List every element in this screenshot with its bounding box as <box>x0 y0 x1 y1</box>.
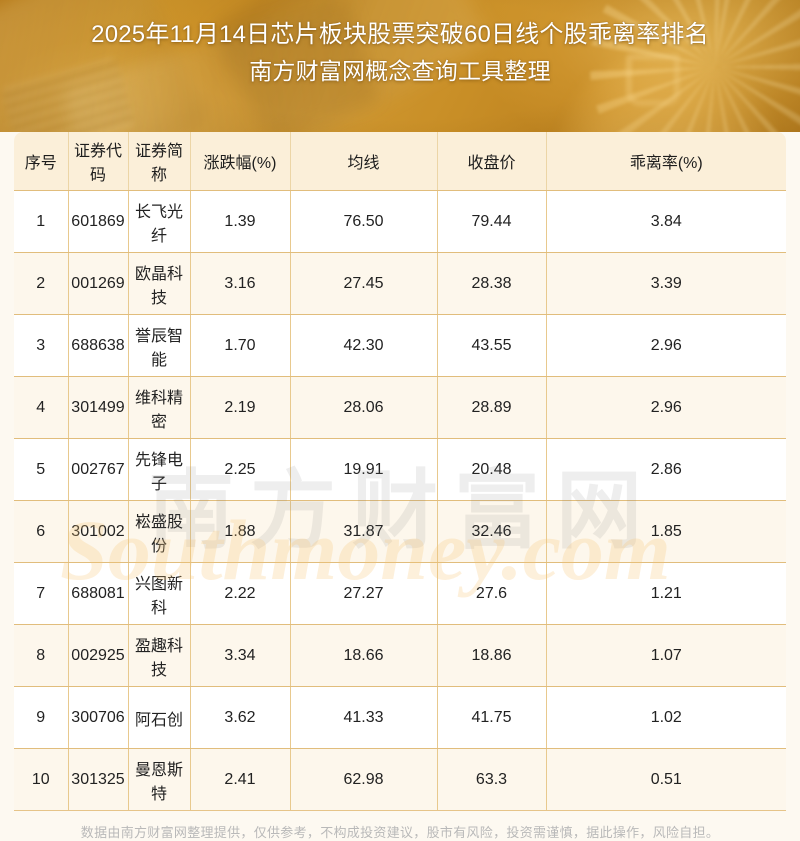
cell-index: 3 <box>14 314 69 377</box>
cell-movingavg: 31.87 <box>290 500 438 563</box>
cell-index: 2 <box>14 252 69 315</box>
cell-movingavg: 62.98 <box>290 748 438 811</box>
cell-code: 300706 <box>68 686 129 749</box>
cell-index: 7 <box>14 562 69 625</box>
cell-code: 601869 <box>68 190 129 253</box>
cell-index: 9 <box>14 686 69 749</box>
cell-movingavg: 41.33 <box>290 686 438 749</box>
cell-name: 欧晶科技 <box>128 252 191 315</box>
banner-text-block: 2025年11月14日芯片板块股票突破60日线个股乖离率排名 南方财富网概念查询… <box>0 0 800 88</box>
cell-name: 崧盛股份 <box>128 500 191 563</box>
column-header-name: 证券简称 <box>128 132 191 191</box>
cell-name: 盈趣科技 <box>128 624 191 687</box>
cell-name: 兴图新科 <box>128 562 191 625</box>
cell-bias: 0.51 <box>546 748 787 811</box>
cell-movingavg: 19.91 <box>290 438 438 501</box>
cell-name: 誉辰智能 <box>128 314 191 377</box>
cell-index: 1 <box>14 190 69 253</box>
cell-code: 688081 <box>68 562 129 625</box>
cell-movingavg: 18.66 <box>290 624 438 687</box>
table-head: 序号 证券代码 证券简称 涨跌幅(%) 均线 收盘价 乖离率(%) <box>14 132 787 191</box>
table-row: 1 601869 长飞光纤 1.39 76.50 79.44 3.84 <box>14 190 787 253</box>
rank-table-wrapper: 序号 证券代码 证券简称 涨跌幅(%) 均线 收盘价 乖离率(%) 1 60186… <box>14 132 787 811</box>
cell-name: 维科精密 <box>128 376 191 439</box>
page-banner: 2025年11月14日芯片板块股票突破60日线个股乖离率排名 南方财富网概念查询… <box>0 0 800 132</box>
page-subtitle: 南方财富网概念查询工具整理 <box>249 58 551 84</box>
cell-close: 43.55 <box>437 314 547 377</box>
cell-movingavg: 76.50 <box>290 190 438 253</box>
cell-code: 002767 <box>68 438 129 501</box>
cell-movingavg: 42.30 <box>290 314 438 377</box>
cell-code: 301325 <box>68 748 129 811</box>
table-row: 8 002925 盈趣科技 3.34 18.66 18.86 1.07 <box>14 624 787 687</box>
cell-index: 8 <box>14 624 69 687</box>
cell-index: 5 <box>14 438 69 501</box>
cell-code: 301002 <box>68 500 129 563</box>
stock-rank-table: 序号 证券代码 证券简称 涨跌幅(%) 均线 收盘价 乖离率(%) 1 60186… <box>14 132 787 811</box>
cell-movingavg: 28.06 <box>290 376 438 439</box>
column-header-movingavg: 均线 <box>290 132 438 191</box>
cell-name: 阿石创 <box>128 686 191 749</box>
column-header-index: 序号 <box>14 132 69 191</box>
cell-bias: 1.85 <box>546 500 787 563</box>
cell-name: 长飞光纤 <box>128 190 191 253</box>
cell-bias: 2.86 <box>546 438 787 501</box>
cell-change: 2.22 <box>190 562 291 625</box>
cell-close: 27.6 <box>437 562 547 625</box>
cell-movingavg: 27.45 <box>290 252 438 315</box>
cell-index: 4 <box>14 376 69 439</box>
table-row: 4 301499 维科精密 2.19 28.06 28.89 2.96 <box>14 376 787 439</box>
column-header-bias: 乖离率(%) <box>546 132 787 191</box>
cell-bias: 1.07 <box>546 624 787 687</box>
cell-change: 3.34 <box>190 624 291 687</box>
cell-close: 41.75 <box>437 686 547 749</box>
cell-change: 1.70 <box>190 314 291 377</box>
cell-bias: 3.84 <box>546 190 787 253</box>
column-header-code: 证券代码 <box>68 132 129 191</box>
column-header-close: 收盘价 <box>437 132 547 191</box>
table-row: 2 001269 欧晶科技 3.16 27.45 28.38 3.39 <box>14 252 787 315</box>
cell-bias: 3.39 <box>546 252 787 315</box>
cell-close: 18.86 <box>437 624 547 687</box>
cell-close: 63.3 <box>437 748 547 811</box>
cell-change: 3.62 <box>190 686 291 749</box>
table-body: 1 601869 长飞光纤 1.39 76.50 79.44 3.84 2 001269 欧晶科技… <box>14 190 787 811</box>
page-title: 2025年11月14日芯片板块股票突破60日线个股乖离率排名 <box>91 21 709 48</box>
cell-name: 先锋电子 <box>128 438 191 501</box>
cell-change: 1.88 <box>190 500 291 563</box>
table-row: 3 688638 誉辰智能 1.70 42.30 43.55 2.96 <box>14 314 787 377</box>
table-row: 7 688081 兴图新科 2.22 27.27 27.6 1.21 <box>14 562 787 625</box>
cell-change: 2.25 <box>190 438 291 501</box>
column-header-change: 涨跌幅(%) <box>190 132 291 191</box>
cell-index: 6 <box>14 500 69 563</box>
cell-code: 001269 <box>68 252 129 315</box>
table-row: 10 301325 曼恩斯特 2.41 62.98 63.3 0.51 <box>14 748 787 811</box>
cell-bias: 2.96 <box>546 376 787 439</box>
cell-code: 688638 <box>68 314 129 377</box>
cell-index: 10 <box>14 748 69 811</box>
cell-code: 301499 <box>68 376 129 439</box>
cell-change: 2.41 <box>190 748 291 811</box>
table-header-row: 序号 证券代码 证券简称 涨跌幅(%) 均线 收盘价 乖离率(%) <box>14 132 787 191</box>
cell-change: 3.16 <box>190 252 291 315</box>
cell-close: 28.38 <box>437 252 547 315</box>
cell-close: 79.44 <box>437 190 547 253</box>
cell-bias: 1.21 <box>546 562 787 625</box>
table-row: 9 300706 阿石创 3.62 41.33 41.75 1.02 <box>14 686 787 749</box>
cell-close: 32.46 <box>437 500 547 563</box>
cell-change: 1.39 <box>190 190 291 253</box>
cell-name: 曼恩斯特 <box>128 748 191 811</box>
table-row: 6 301002 崧盛股份 1.88 31.87 32.46 1.85 <box>14 500 787 563</box>
cell-movingavg: 27.27 <box>290 562 438 625</box>
cell-change: 2.19 <box>190 376 291 439</box>
cell-bias: 1.02 <box>546 686 787 749</box>
table-row: 5 002767 先锋电子 2.25 19.91 20.48 2.86 <box>14 438 787 501</box>
cell-code: 002925 <box>68 624 129 687</box>
cell-close: 28.89 <box>437 376 547 439</box>
cell-close: 20.48 <box>437 438 547 501</box>
cell-bias: 2.96 <box>546 314 787 377</box>
